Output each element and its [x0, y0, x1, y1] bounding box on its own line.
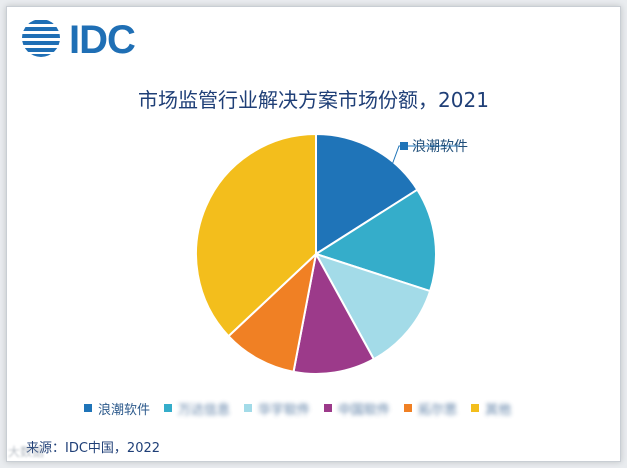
- legend-item-4: 中国软件: [324, 399, 390, 418]
- legend-swatch: [471, 404, 480, 412]
- legend-swatch: [244, 404, 253, 412]
- chart-title: 市场监管行业解决方案市场份额，2021: [138, 88, 489, 112]
- watermark: 大数据: [8, 445, 45, 459]
- pie-slice-4: [292, 251, 376, 375]
- legend-label: 中国软件: [338, 402, 391, 418]
- pie-slice-2: [313, 188, 437, 293]
- legend-swatch: [84, 404, 92, 412]
- callout-swatch: [400, 142, 408, 150]
- legend-item-3: 华宇软件: [244, 399, 310, 418]
- source-note: 来源：IDC中国，2022: [26, 441, 161, 456]
- callout-leader-line: [391, 145, 460, 166]
- legend-item-6: 其他: [471, 399, 511, 418]
- legend-swatch: [164, 404, 173, 412]
- legend-swatch: [324, 404, 333, 412]
- legend-label: 万达信息: [178, 402, 231, 418]
- legend: 浪潮软件 万达信息 华宇软件 中国软件 拓尔思 其他: [84, 398, 584, 418]
- legend-label: 华宇软件: [258, 402, 311, 418]
- legend-label: 其他: [485, 402, 512, 418]
- legend-label: 浪潮软件: [98, 402, 151, 418]
- legend-swatch: [404, 404, 413, 412]
- pie-slice-3: [313, 252, 432, 361]
- legend-label: 拓尔思: [418, 402, 458, 418]
- legend-item-5: 拓尔思: [404, 399, 457, 418]
- globe-icon: [22, 20, 60, 57]
- logo-text: IDC: [69, 18, 136, 62]
- pie-slice-6: [195, 132, 317, 338]
- callout-text: 浪潮软件: [412, 139, 468, 155]
- callout-label: 浪潮软件: [400, 136, 468, 156]
- idc-logo: IDC: [21, 16, 161, 64]
- legend-item-1: 浪潮软件: [84, 399, 150, 418]
- legend-item-2: 万达信息: [164, 399, 230, 418]
- pie-slice-5: [227, 251, 318, 374]
